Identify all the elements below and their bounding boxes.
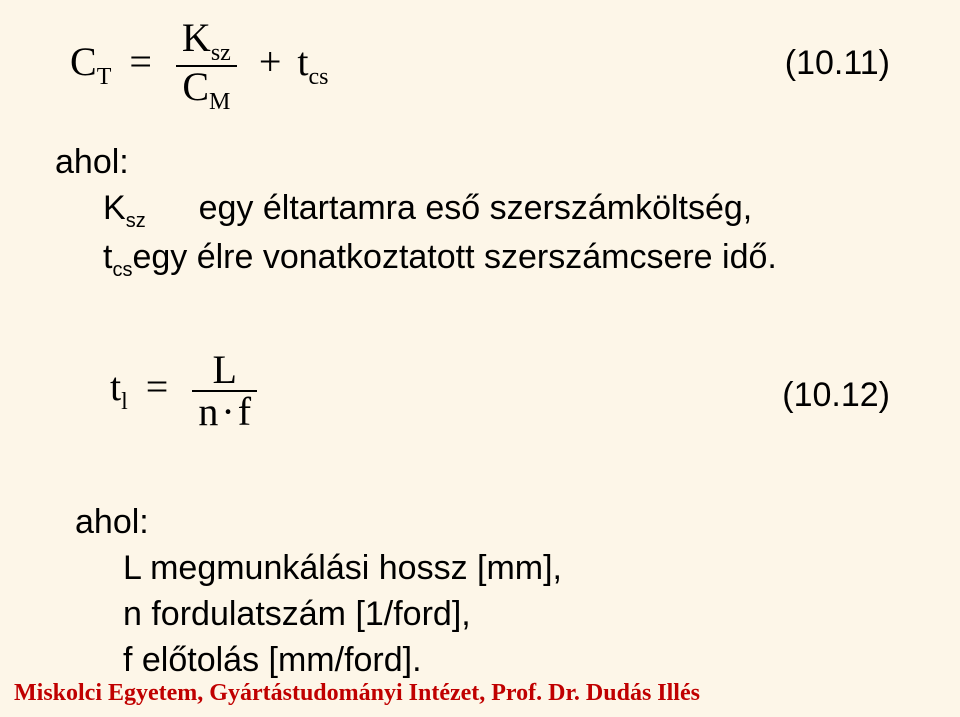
where1-text2: egy élre vonatkoztatott szerszámcsere id… <box>132 238 776 276</box>
where1-sym2-sub: cs <box>112 258 132 280</box>
where1-line1: Ksz egy éltartamra eső szerszámköltség, <box>103 186 905 235</box>
eq1-den-sub: M <box>209 89 230 115</box>
eq1-num-base: K <box>182 15 211 60</box>
eq2-lhs-base: t <box>110 364 121 409</box>
eq2-lhs-sub: l <box>121 389 128 415</box>
where2-line2: n fordulatszám [1/ford], <box>123 592 925 638</box>
eq1-number: (10.11) <box>785 44 890 83</box>
eq2-fraction: L n·f <box>192 350 257 432</box>
where-block-1: ahol: Ksz egy éltartamra eső szerszámköl… <box>55 140 905 283</box>
eq1-lhs-base: C <box>70 39 97 84</box>
eq2-den-left: n <box>198 389 218 434</box>
eq1-fraction: Ksz CM <box>176 18 237 114</box>
eq1-den-base: C <box>182 64 209 109</box>
equation-1: CT = Ksz CM + tcs <box>70 18 329 114</box>
eq2-num: L <box>192 350 257 390</box>
equation-2: tl = L n·f <box>110 350 263 432</box>
eq1-plus: + <box>253 39 288 84</box>
eq2-den-right: f <box>238 389 251 434</box>
where2-line1: L megmunkálási hossz [mm], <box>123 546 925 592</box>
page: CT = Ksz CM + tcs (10.11) ahol: Ksz egy … <box>0 0 960 717</box>
eq1-lhs-sub: T <box>97 64 112 90</box>
eq1-num-sub: sz <box>211 40 231 66</box>
where-block-2: ahol: L megmunkálási hossz [mm], n fordu… <box>75 500 925 684</box>
where1-line2: tcsegy élre vonatkoztatott szerszámcsere… <box>103 235 905 284</box>
eq1-term2-sub: cs <box>309 64 329 90</box>
ahol-label-2: ahol: <box>75 500 925 546</box>
where1-sym1-sub: sz <box>126 210 146 232</box>
eq1-term2-base: t <box>297 39 308 84</box>
where2-line3: f előtolás [mm/ford]. <box>123 638 925 684</box>
ahol-label-1: ahol: <box>55 140 905 186</box>
footer-text: Miskolci Egyetem, Gyártástudományi Intéz… <box>14 680 700 707</box>
eq2-number: (10.12) <box>782 376 890 415</box>
where1-sym1-base: K <box>103 189 126 227</box>
eq2-den-dot: · <box>218 389 237 434</box>
eq2-equals: = <box>138 364 177 409</box>
eq1-equals: = <box>121 39 160 84</box>
where1-text1: egy éltartamra eső szerszámköltség, <box>199 189 753 227</box>
equation-row-2: tl = L n·f (10.12) <box>110 350 890 432</box>
equation-row-1: CT = Ksz CM + tcs (10.11) <box>70 18 890 114</box>
